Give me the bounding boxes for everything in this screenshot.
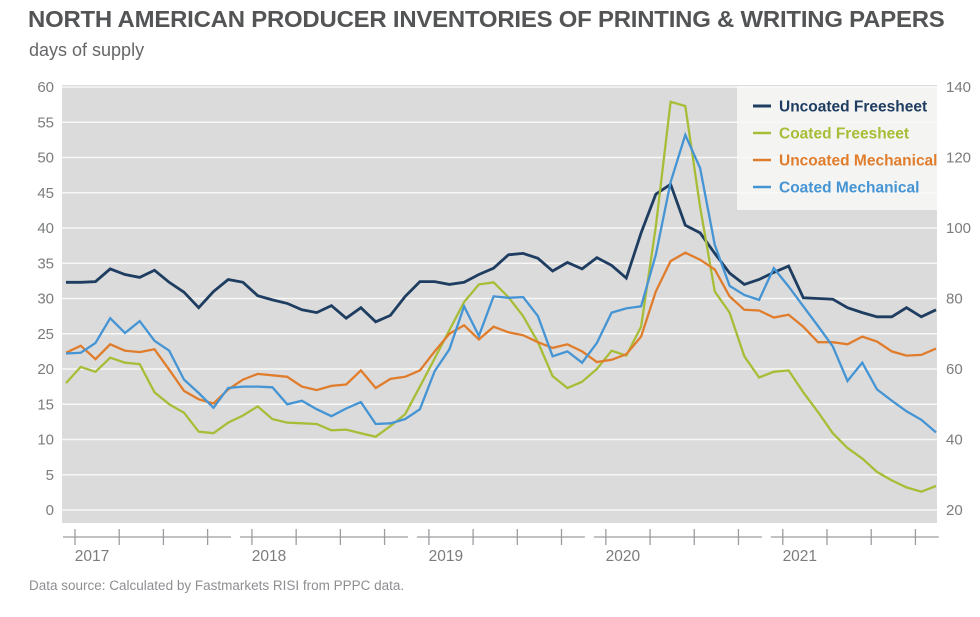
- series-line-coated-mechanical: [65, 131, 937, 434]
- x-axis-year-label: 2020: [606, 548, 641, 565]
- chart-subtitle: days of supply: [29, 40, 145, 60]
- legend-label-coated-freesheet: Coated Freesheet: [779, 126, 909, 143]
- y-axis-label-left: 35: [37, 255, 54, 272]
- y-axis-label-right: 60: [946, 361, 963, 378]
- y-axis-label-left: 30: [37, 291, 54, 308]
- series-line-coated-freesheet: [65, 100, 937, 493]
- y-axis-label-left: 40: [37, 220, 54, 237]
- x-axis-year-label: 2018: [252, 548, 286, 565]
- data-source-note: Data source: Calculated by Fastmarkets R…: [29, 578, 405, 593]
- y-axis-label-left: 20: [37, 361, 54, 378]
- legend-label-uncoated-freesheet: Uncoated Freesheet: [779, 99, 927, 116]
- legend-label-uncoated-mechanical: Uncoated Mechanical: [779, 153, 938, 170]
- chart-title: NORTH AMERICAN PRODUCER INVENTORIES OF P…: [28, 6, 945, 32]
- y-axis-label-right: 120: [946, 150, 971, 167]
- y-axis-label-right: 80: [946, 291, 963, 308]
- x-axis-year-label: 2017: [75, 548, 109, 565]
- y-axis-label-left: 10: [37, 432, 54, 449]
- y-axis-label-left: 55: [37, 114, 54, 131]
- y-axis-label-left: 45: [37, 185, 54, 202]
- y-axis-label-right: 100: [946, 220, 971, 237]
- x-axis-year-label: 2019: [429, 548, 463, 565]
- y-axis-label-left: 5: [46, 467, 54, 484]
- y-axis-label-left: 50: [37, 150, 54, 167]
- series-line-uncoated-freesheet: [66, 182, 937, 324]
- y-axis-label-right: 20: [946, 502, 963, 519]
- y-axis-label-right: 140: [946, 79, 971, 96]
- y-axis-label-left: 0: [46, 502, 54, 519]
- legend-label-coated-mechanical: Coated Mechanical: [779, 180, 919, 197]
- y-axis-label-right: 40: [946, 432, 963, 449]
- y-axis-label-left: 15: [37, 396, 54, 413]
- series-line-uncoated-mechanical: [65, 251, 937, 405]
- y-axis-label-left: 25: [37, 326, 54, 343]
- y-axis-label-left: 60: [37, 79, 54, 96]
- x-axis-year-label: 2021: [783, 548, 817, 565]
